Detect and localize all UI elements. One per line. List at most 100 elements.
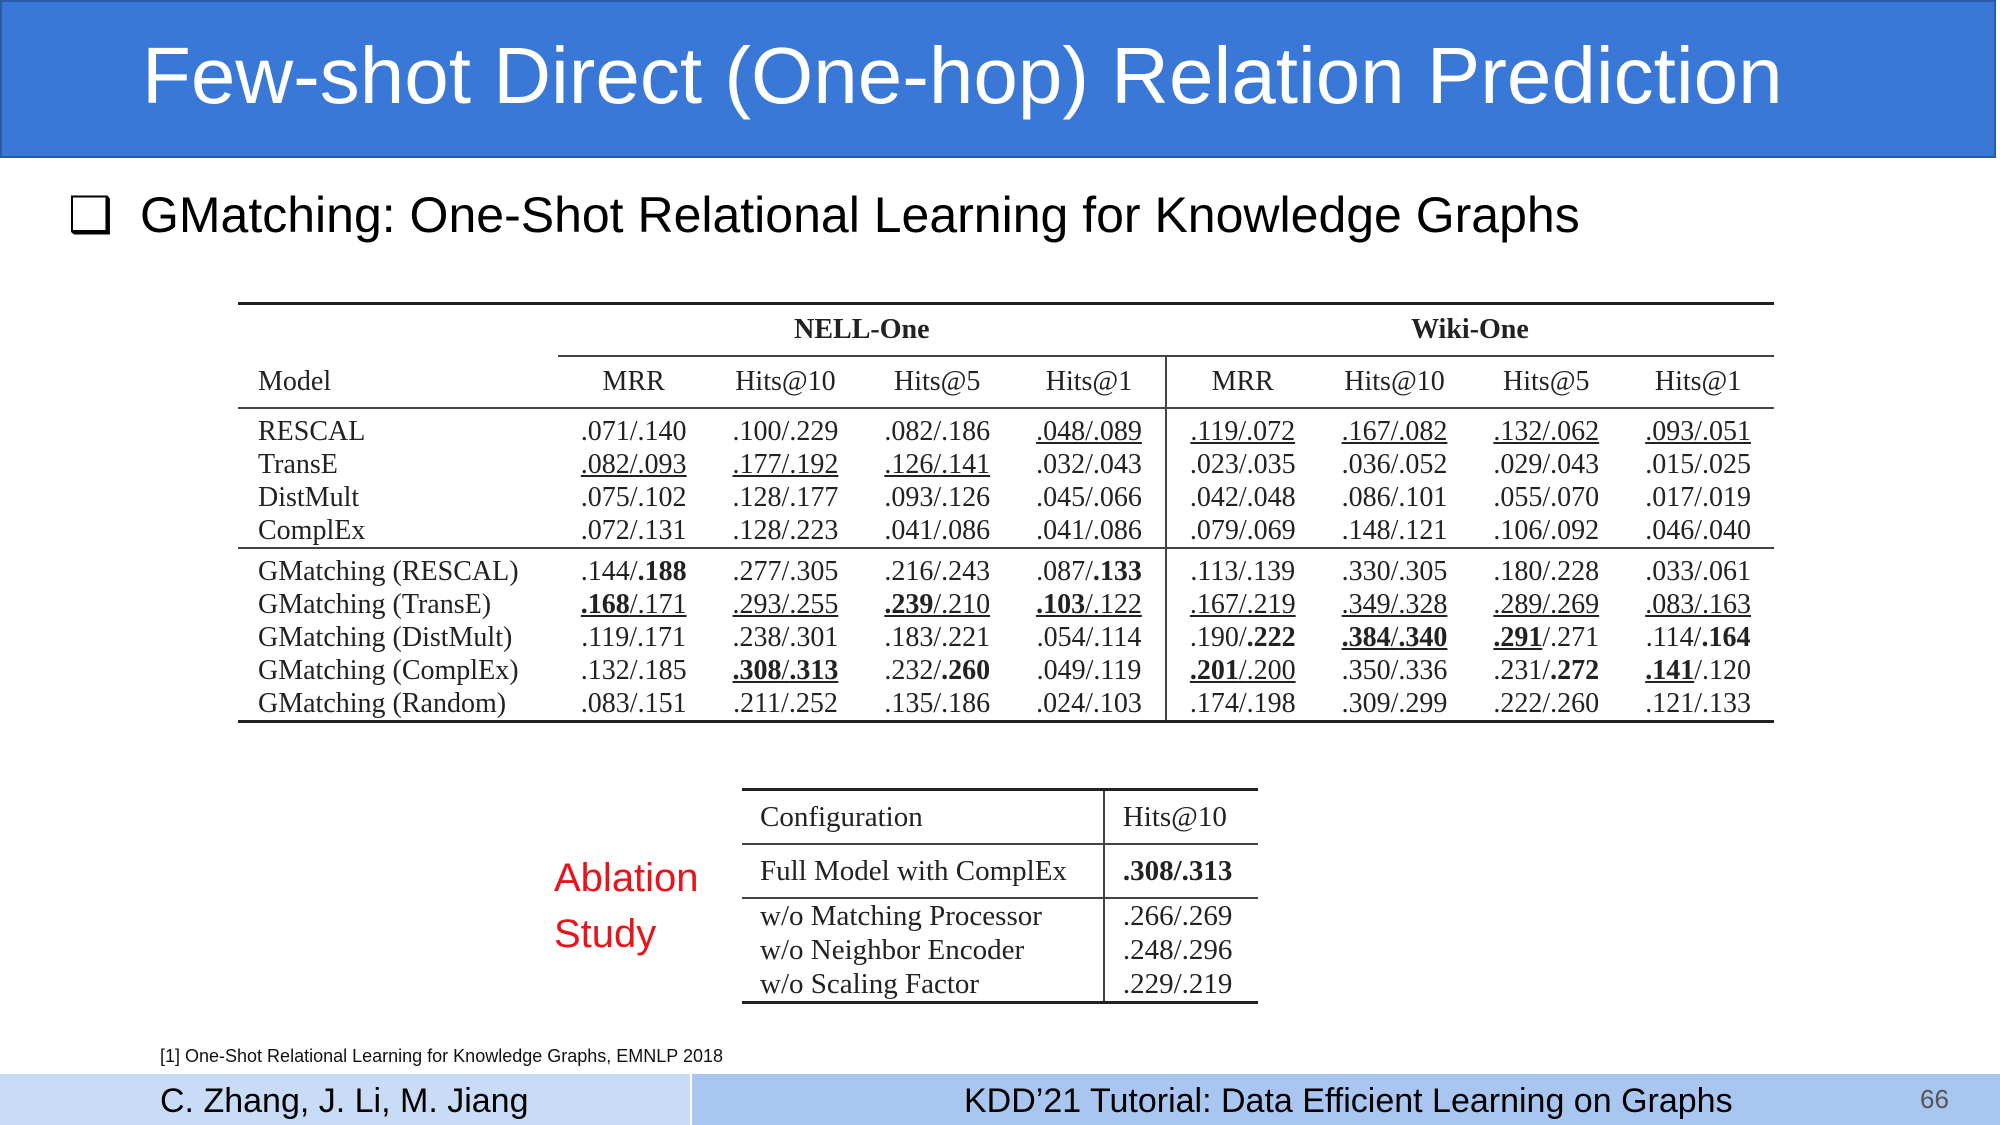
metric-part-b: .221 xyxy=(941,622,991,653)
table-row: DistMult .075/.102 .128/.177 .093/.126 .045/… xyxy=(238,481,1774,514)
metric-part-b: .219 xyxy=(1246,589,1296,620)
metric-part-a: .049 xyxy=(1036,655,1086,686)
ablation-row-config: w/o Neighbor Encoder xyxy=(742,933,1105,967)
metric-cell: .072/.131 xyxy=(580,515,687,546)
metric-cell: .128/.223 xyxy=(732,515,839,546)
metric-part-a: .054 xyxy=(1036,622,1086,653)
metric-cell: .177/.192 xyxy=(732,449,839,480)
metric-part-b: .171 xyxy=(637,622,687,653)
metric-separator: / xyxy=(933,589,942,620)
metric-separator: / xyxy=(1693,622,1702,653)
metric-separator: / xyxy=(1085,655,1094,686)
column-header-metric: Hits@1 xyxy=(1654,366,1742,397)
table-row: GMatching (ComplEx) .132/.185.308/.313.23… xyxy=(238,654,1774,687)
metric-cell: .017/.019 xyxy=(1645,482,1751,513)
metric-part-a: .174 xyxy=(1189,688,1239,719)
row-model-name: GMatching (ComplEx) xyxy=(258,655,519,686)
metric-cell: .135/.186 xyxy=(861,687,1013,722)
metric-part-b: .122 xyxy=(1092,589,1142,620)
metric-cell: .277/.305 xyxy=(709,547,862,588)
metric-cell: .121/.133 xyxy=(1622,687,1774,722)
metric-cell: .083/.151 xyxy=(558,687,710,722)
metric-part-b: .188 xyxy=(637,556,687,587)
model-group-spacer xyxy=(238,304,558,357)
metric-part-b: .271 xyxy=(1550,622,1600,653)
metric-part-b: .210 xyxy=(941,589,991,620)
metric-separator: / xyxy=(1085,622,1094,653)
metric-cell: .071/.140 xyxy=(557,407,710,448)
metric-separator: / xyxy=(1542,556,1551,587)
metric-separator: / xyxy=(1542,589,1551,620)
column-header-model: Model xyxy=(258,365,332,397)
metric-cell: .036/.052 xyxy=(1341,449,1448,480)
metric-part-a: .277 xyxy=(732,556,782,587)
metric-part-a: .190 xyxy=(1189,622,1239,653)
metric-part-b: .299 xyxy=(1398,688,1448,719)
metric-separator: / xyxy=(1694,589,1702,620)
metric-cell: .087/.133 xyxy=(1013,547,1167,588)
table-row: GMatching (RESCAL) .144/.188.277/.305.216… xyxy=(238,547,1774,588)
ablation-row-value: .229/.219 xyxy=(1122,968,1233,1000)
column-header-metric: MRR xyxy=(602,366,665,397)
metric-part-a: .121 xyxy=(1645,688,1695,719)
metric-part-b: .103 xyxy=(1092,688,1142,719)
metric-cell: .086/.101 xyxy=(1341,482,1448,513)
metric-part-b: .119 xyxy=(1093,655,1142,686)
metric-separator: / xyxy=(1390,688,1399,719)
column-header-row: Model MRR Hits@10 Hits@5 Hits@1 MRR Hits@10 Hit… xyxy=(238,356,1774,408)
metric-part-a: .239 xyxy=(884,589,934,620)
ablation-header-config: Configuration xyxy=(742,789,1105,844)
table-row: TransE .082/.093 .177/.192 .126/.141 .032/.0… xyxy=(238,448,1774,481)
metric-separator: / xyxy=(629,655,638,686)
metric-cell: .075/.102 xyxy=(580,482,687,513)
results-table: NELL-One Wiki-One Model MRR Hits@10 Hits@5 H… xyxy=(238,302,1774,723)
metric-cell: .029/.043 xyxy=(1493,449,1600,480)
metric-part-b: .255 xyxy=(789,589,839,620)
metric-part-b: .305 xyxy=(1398,556,1448,587)
row-model-name: DistMult xyxy=(258,482,360,513)
metric-part-a: .167 xyxy=(1189,589,1239,620)
metric-part-b: .151 xyxy=(637,688,687,719)
page-number: 66 xyxy=(1920,1084,1949,1114)
metric-cell: .100/.229 xyxy=(709,407,862,448)
metric-part-a: .201 xyxy=(1189,655,1239,686)
metric-separator: / xyxy=(1238,688,1247,719)
metric-cell: .132/.062 xyxy=(1470,407,1623,448)
metric-part-a: .238 xyxy=(732,622,782,653)
metric-cell: .126/.141 xyxy=(884,449,991,480)
metric-cell: .093/.126 xyxy=(884,482,991,513)
ablation-full-model-value: .308/.313 xyxy=(1103,843,1258,899)
column-header-metric: Hits@10 xyxy=(1344,366,1445,397)
metric-part-b: .185 xyxy=(637,655,687,686)
footnote-citation: [1] One-Shot Relational Learning for Kno… xyxy=(160,1046,724,1066)
metric-part-a: .144 xyxy=(580,556,630,587)
slide-title: Few-shot Direct (One-hop) Relation Predi… xyxy=(142,31,1783,120)
metric-cell: .045/.066 xyxy=(1013,481,1167,514)
metric-part-a: .113 xyxy=(1190,556,1239,587)
row-model-name: TransE xyxy=(258,449,338,480)
ablation-header-hits10: Hits@10 xyxy=(1122,801,1227,833)
metric-part-b: .260 xyxy=(1550,688,1600,719)
metric-cell: .106/.092 xyxy=(1493,515,1600,546)
ablation-label-line2: Study xyxy=(554,912,657,956)
metric-separator: / xyxy=(933,688,942,719)
metric-cell: .168/.171 xyxy=(558,588,710,621)
metric-part-a: .222 xyxy=(1493,688,1543,719)
metric-part-a: .231 xyxy=(1493,655,1543,686)
metric-cell: .042/.048 xyxy=(1189,482,1296,513)
metric-part-b: .301 xyxy=(789,622,839,653)
metric-cell: .024/.103 xyxy=(1013,687,1167,722)
metric-part-b: .061 xyxy=(1701,556,1751,587)
metric-cell: .222/.260 xyxy=(1470,687,1622,722)
metric-cell: .231/.272 xyxy=(1470,654,1622,687)
metric-cell: .141/.120 xyxy=(1622,654,1774,687)
metric-part-a: .083 xyxy=(580,688,630,719)
metric-part-b: .260 xyxy=(941,655,991,686)
metric-cell: .119/.072 xyxy=(1165,407,1319,448)
metric-cell: .167/.219 xyxy=(1166,588,1319,621)
metric-part-b: .120 xyxy=(1701,655,1751,686)
metric-cell: .238/.301 xyxy=(710,621,862,654)
footer-left-band xyxy=(0,1074,690,1125)
metric-cell: .350/.336 xyxy=(1319,654,1471,687)
metric-separator: / xyxy=(781,622,790,653)
